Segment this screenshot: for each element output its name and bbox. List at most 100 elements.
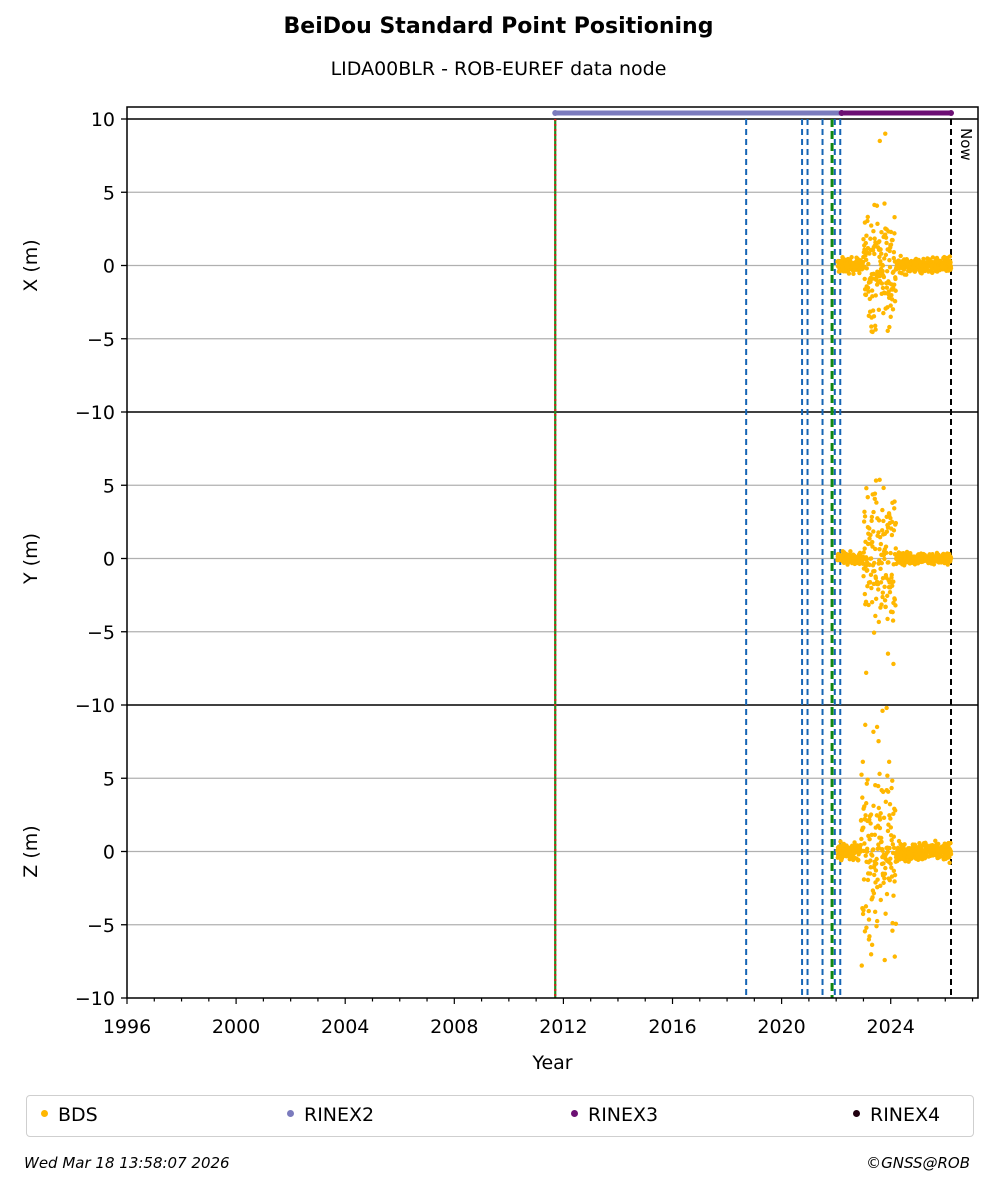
- bds-point: [872, 560, 877, 566]
- bds-point: [863, 257, 869, 263]
- bds-point: [891, 661, 896, 667]
- bds-point: [886, 560, 891, 565]
- bds-point: [848, 549, 853, 554]
- bds-point: [883, 131, 888, 136]
- bds-point: [871, 891, 877, 896]
- bds-point: [948, 265, 954, 271]
- y-tick-label: 10: [91, 109, 115, 131]
- y-tick-label: 5: [103, 768, 115, 790]
- bds-point: [870, 308, 876, 313]
- y-tick-label: −5: [87, 915, 115, 937]
- x-tick-label: 2012: [539, 1016, 587, 1038]
- legend-label-rinex4: RINEX4: [870, 1104, 941, 1126]
- bds-point: [880, 594, 885, 600]
- bds-point: [871, 630, 877, 635]
- bds-point: [870, 853, 875, 858]
- bds-point: [866, 937, 872, 942]
- bds-point: [884, 529, 890, 534]
- legend-marker-rinex4: [853, 1110, 860, 1117]
- bds-point: [891, 834, 896, 839]
- bds-point: [870, 539, 875, 545]
- bds-point: [849, 255, 854, 260]
- bds-point: [868, 572, 874, 578]
- bds-point: [882, 201, 887, 206]
- bds-point: [871, 729, 876, 734]
- bds-point: [882, 598, 888, 603]
- bds-point: [860, 795, 865, 800]
- bds-point: [865, 584, 870, 589]
- bds-point: [862, 276, 867, 282]
- bds-point: [887, 324, 892, 330]
- bds-point: [868, 556, 874, 561]
- bds-point: [861, 550, 866, 555]
- legend-marker-rinex3: [571, 1110, 578, 1117]
- bds-point: [893, 520, 899, 526]
- bds-point: [863, 670, 869, 675]
- bds-point: [867, 526, 872, 531]
- y-tick-label: 5: [103, 475, 115, 497]
- bds-point: [877, 817, 883, 822]
- bds-point: [872, 491, 878, 496]
- bds-point: [879, 528, 885, 533]
- bds-point: [869, 329, 874, 334]
- bds-point: [864, 266, 869, 271]
- bds-point: [864, 801, 869, 806]
- bds-point: [880, 507, 885, 513]
- bds-point: [888, 303, 893, 308]
- bds-series-x: [835, 131, 954, 335]
- bds-point: [887, 590, 893, 595]
- bds-point: [864, 925, 869, 930]
- bds-point: [889, 293, 894, 298]
- bds-point: [881, 861, 886, 866]
- bds-point: [871, 803, 876, 808]
- bds-point: [877, 825, 883, 831]
- bds-point: [869, 942, 875, 948]
- bds-point: [884, 705, 889, 711]
- bds-point: [947, 860, 952, 865]
- bds-point: [877, 138, 883, 144]
- bds-point: [879, 281, 885, 286]
- bds-point: [948, 840, 953, 846]
- bds-point: [890, 237, 895, 243]
- bds-point: [871, 529, 876, 534]
- rinex2-availability-marker: [552, 110, 559, 116]
- bds-point: [872, 496, 877, 502]
- bds-point: [874, 203, 880, 208]
- bds-point: [876, 619, 882, 625]
- bds-point: [878, 811, 883, 816]
- bds-point: [891, 528, 897, 533]
- bds-point: [933, 838, 938, 844]
- bds-point: [861, 825, 866, 830]
- bds-point: [890, 583, 895, 588]
- legend-label-rinex2: RINEX2: [304, 1104, 375, 1126]
- bds-point: [890, 920, 895, 926]
- y-tick-label: −10: [75, 988, 115, 1010]
- bds-point: [869, 288, 875, 293]
- bds-point: [868, 236, 873, 241]
- bds-point: [892, 808, 898, 813]
- bds-point: [878, 541, 884, 547]
- bds-point: [872, 832, 878, 837]
- bds-point: [869, 585, 874, 591]
- y-tick-label: 0: [103, 256, 115, 278]
- plot-frame: [126, 106, 979, 999]
- bds-point: [880, 263, 886, 268]
- bds-point: [892, 231, 897, 236]
- bds-point: [892, 506, 897, 511]
- bds-point: [867, 871, 873, 876]
- bds-point: [872, 872, 877, 878]
- legend-label-bds: BDS: [58, 1104, 98, 1126]
- bds-point: [898, 253, 903, 259]
- bds-point: [863, 813, 868, 818]
- bds-point: [881, 274, 887, 280]
- bds-point: [883, 604, 888, 610]
- bds-point: [947, 254, 953, 259]
- bds-point: [885, 651, 891, 656]
- bds-point: [889, 532, 895, 538]
- bds-point: [871, 509, 876, 515]
- bds-point: [866, 261, 871, 267]
- bds-point: [876, 270, 881, 275]
- bds-point: [873, 478, 879, 483]
- bds-point: [889, 785, 894, 791]
- bds-series-z: [835, 705, 954, 968]
